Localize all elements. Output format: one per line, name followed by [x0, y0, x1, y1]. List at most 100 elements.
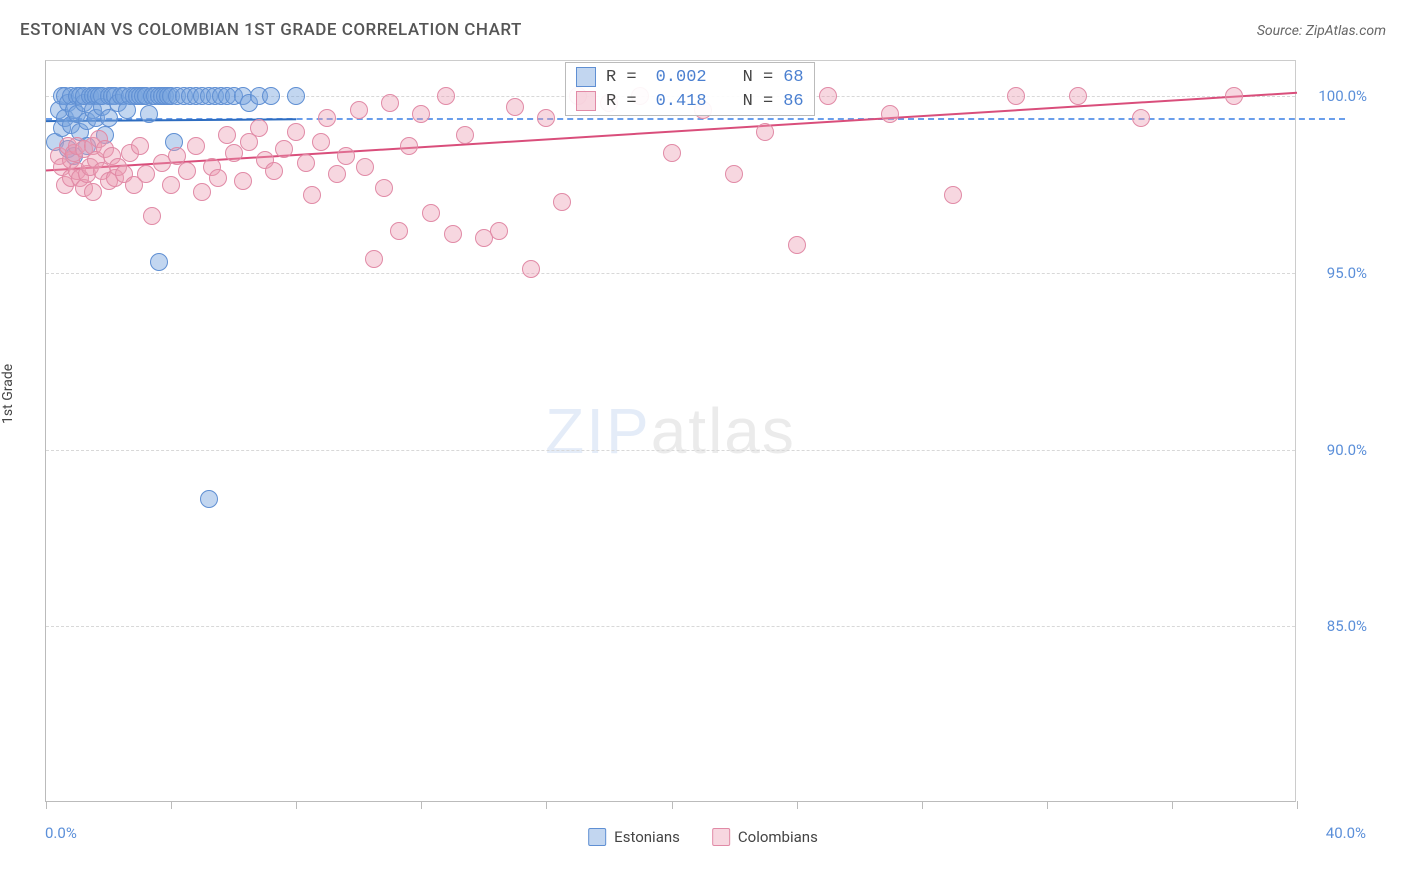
data-point	[165, 133, 183, 151]
data-point	[71, 123, 89, 141]
average-reference-line	[46, 118, 1345, 120]
data-point	[265, 162, 283, 180]
x-tick	[171, 801, 172, 809]
gridline	[46, 626, 1295, 627]
data-point	[100, 172, 118, 190]
data-point	[456, 126, 474, 144]
chart-title: ESTONIAN VS COLOMBIAN 1ST GRADE CORRELAT…	[20, 20, 522, 40]
series-legend: Estonians Colombians	[588, 828, 818, 846]
data-point	[81, 158, 99, 176]
data-point	[93, 162, 111, 180]
data-point	[59, 137, 77, 155]
scatter-plot: ZIPatlas 85.0%90.0%95.0%100.0%	[45, 60, 1296, 802]
data-point	[412, 105, 430, 123]
data-point	[187, 137, 205, 155]
x-tick	[296, 801, 297, 809]
legend-label: Estonians	[614, 828, 680, 846]
data-point	[303, 186, 321, 204]
data-point	[56, 176, 74, 194]
data-point	[87, 151, 105, 169]
x-tick	[1047, 801, 1048, 809]
y-tick-label: 100.0%	[1318, 87, 1367, 105]
x-tick	[672, 801, 673, 809]
data-point	[400, 137, 418, 155]
data-point	[256, 151, 274, 169]
data-point	[96, 140, 114, 158]
data-point	[506, 98, 524, 116]
data-point	[140, 105, 158, 123]
x-tick	[1172, 801, 1173, 809]
data-point	[65, 147, 83, 165]
data-point	[209, 169, 227, 187]
legend-label: Colombians	[738, 828, 818, 846]
data-point	[275, 140, 293, 158]
data-point	[475, 229, 493, 247]
data-point	[444, 225, 462, 243]
data-point	[50, 147, 68, 165]
data-point	[103, 147, 121, 165]
data-point	[137, 165, 155, 183]
data-point	[250, 119, 268, 137]
chart-source: Source: ZipAtlas.com	[1257, 23, 1386, 39]
data-point	[178, 162, 196, 180]
x-tick	[1297, 801, 1298, 809]
stat-n-value: 86	[783, 92, 803, 111]
data-point	[131, 137, 149, 155]
data-point	[203, 158, 221, 176]
data-point	[490, 222, 508, 240]
data-point	[68, 105, 86, 123]
data-point	[337, 147, 355, 165]
data-point	[240, 133, 258, 151]
data-point	[756, 123, 774, 141]
data-point	[65, 144, 83, 162]
x-tick	[46, 801, 47, 809]
stat-swatch	[576, 67, 596, 87]
data-point	[75, 140, 93, 158]
stat-row: R =0.418N =86	[566, 89, 814, 113]
stat-r-value: 0.418	[647, 92, 707, 111]
x-axis-max-label: 40.0%	[1326, 824, 1366, 842]
legend-swatch	[588, 828, 606, 846]
watermark: ZIPatlas	[545, 394, 796, 468]
data-point	[68, 137, 86, 155]
data-point	[71, 169, 89, 187]
data-point	[225, 144, 243, 162]
legend-item: Estonians	[588, 828, 680, 846]
data-point	[78, 165, 96, 183]
data-point	[90, 130, 108, 148]
data-point	[109, 158, 127, 176]
data-point	[143, 207, 161, 225]
data-point	[84, 183, 102, 201]
data-point	[788, 236, 806, 254]
legend-item: Colombians	[712, 828, 818, 846]
data-point	[218, 126, 236, 144]
stat-r-label: R =	[606, 68, 637, 87]
data-point	[663, 144, 681, 162]
data-point	[881, 105, 899, 123]
stat-n-label: N =	[743, 92, 774, 111]
data-point	[162, 176, 180, 194]
x-axis-min-label: 0.0%	[45, 824, 77, 842]
data-point	[356, 158, 374, 176]
data-point	[725, 165, 743, 183]
data-point	[84, 137, 102, 155]
stat-r-value: 0.002	[647, 68, 707, 87]
data-point	[53, 158, 71, 176]
stat-n-label: N =	[743, 68, 774, 87]
data-point	[193, 183, 211, 201]
data-point	[422, 204, 440, 222]
x-tick	[421, 801, 422, 809]
data-point	[944, 186, 962, 204]
y-tick-label: 95.0%	[1327, 264, 1367, 282]
data-point	[328, 165, 346, 183]
data-point	[78, 112, 96, 130]
data-point	[375, 179, 393, 197]
data-point	[522, 260, 540, 278]
data-point	[200, 490, 218, 508]
data-point	[68, 162, 86, 180]
data-point	[312, 133, 330, 151]
data-point	[153, 154, 171, 172]
data-point	[53, 119, 71, 137]
chart-header: ESTONIAN VS COLOMBIAN 1ST GRADE CORRELAT…	[20, 20, 1386, 40]
y-axis-label: 1st Grade	[0, 364, 16, 424]
